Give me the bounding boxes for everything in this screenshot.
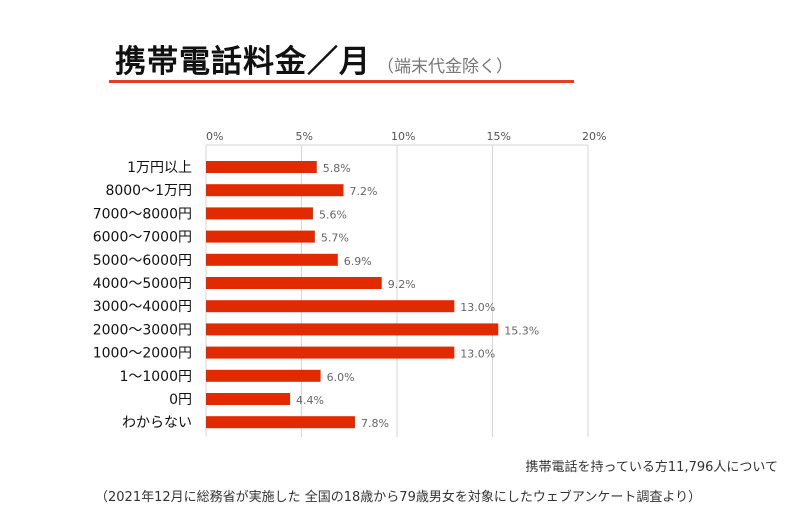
data-label: 5.8% bbox=[323, 162, 351, 175]
category-label: わからない bbox=[122, 415, 192, 431]
category-label: 4000〜5000円 bbox=[93, 276, 192, 292]
x-tick-label: 5% bbox=[296, 130, 313, 143]
data-label: 6.9% bbox=[344, 255, 372, 268]
category-label: 2000〜3000円 bbox=[93, 322, 192, 338]
bar bbox=[206, 161, 317, 173]
chart-subtitle: （端末代金除く） bbox=[377, 57, 513, 77]
data-label: 15.3% bbox=[504, 324, 539, 337]
bar bbox=[206, 369, 321, 382]
data-label: 6.0% bbox=[327, 371, 355, 384]
sample-note: 携帯電話を持っている方11,796人について bbox=[525, 460, 778, 475]
title-underline bbox=[109, 80, 574, 83]
category-label: 6000〜7000円 bbox=[93, 230, 192, 246]
bar bbox=[206, 300, 455, 313]
bar bbox=[206, 416, 355, 429]
bar bbox=[206, 393, 291, 405]
bar bbox=[206, 230, 315, 243]
data-label: 7.2% bbox=[350, 185, 378, 198]
bar bbox=[206, 277, 382, 289]
data-label: 4.4% bbox=[296, 394, 324, 407]
title-text: 携帯電話料金／月 bbox=[115, 44, 371, 80]
chart-title: 携帯電話料金／月 （端末代金除く） bbox=[115, 36, 513, 81]
x-tick-label: 15% bbox=[487, 130, 511, 143]
bar bbox=[206, 323, 499, 336]
data-label: 9.2% bbox=[388, 278, 416, 291]
category-label: 0円 bbox=[169, 392, 192, 408]
x-tick-label: 0% bbox=[206, 130, 223, 143]
bar bbox=[206, 346, 455, 359]
category-label: 5000〜6000円 bbox=[93, 253, 192, 269]
category-label: 1000〜2000円 bbox=[93, 346, 192, 362]
data-label: 7.8% bbox=[361, 417, 389, 430]
x-tick-label: 10% bbox=[391, 130, 415, 143]
category-label: 3000〜4000円 bbox=[93, 299, 192, 315]
category-label: 1万円以上 bbox=[127, 160, 192, 176]
category-label: 8000〜1万円 bbox=[105, 183, 192, 199]
bar bbox=[206, 253, 338, 266]
data-label: 5.7% bbox=[321, 232, 349, 245]
data-label: 5.6% bbox=[319, 208, 347, 221]
source-note: （2021年12月に総務省が実施した 全国の18歳から79歳男女を対象にしたウェ… bbox=[95, 490, 702, 505]
x-tick-label: 20% bbox=[582, 130, 606, 143]
category-label: 1〜1000円 bbox=[119, 369, 192, 385]
data-label: 13.0% bbox=[460, 348, 495, 361]
bar bbox=[206, 207, 313, 220]
category-label: 7000〜8000円 bbox=[93, 206, 192, 222]
data-label: 13.0% bbox=[460, 301, 495, 314]
bar bbox=[206, 184, 344, 197]
